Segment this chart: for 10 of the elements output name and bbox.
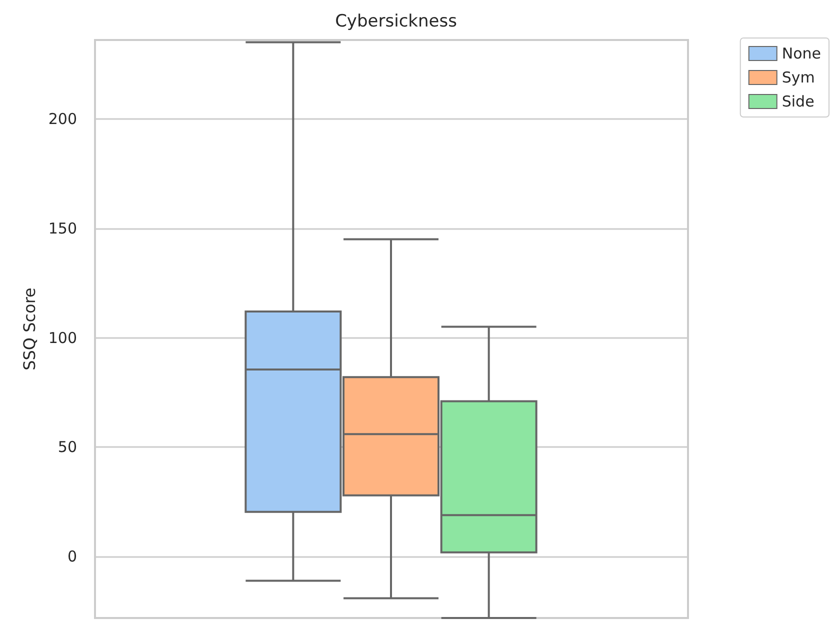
legend-label: Side [782, 92, 814, 110]
y-tick-label: 150 [48, 219, 77, 238]
legend-label: None [782, 44, 822, 62]
y-tick-label: 50 [58, 438, 77, 456]
y-tick-label: 200 [48, 110, 77, 128]
y-tick-label: 0 [67, 548, 77, 566]
chart-title: Cybersickness [335, 12, 458, 32]
y-axis-title: SSQ Score [20, 288, 39, 370]
y-tick-label: 100 [48, 328, 77, 347]
legend-label: Sym [782, 68, 815, 86]
